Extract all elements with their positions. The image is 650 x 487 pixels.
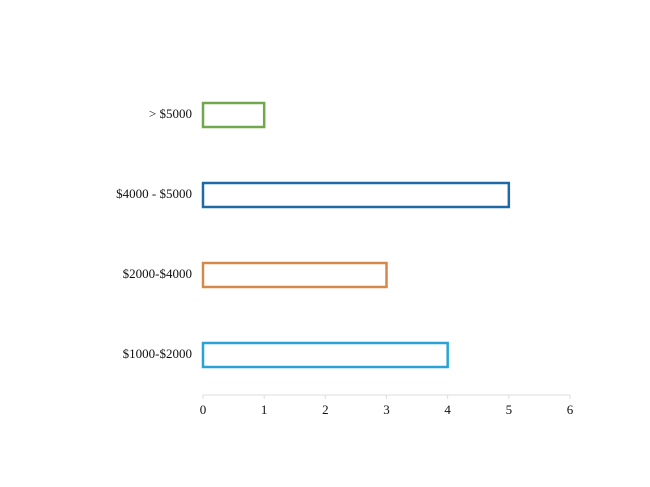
bar	[201, 101, 266, 129]
x-tick-label: 0	[200, 402, 207, 417]
x-tick-label: 3	[383, 402, 390, 417]
x-tick-label: 1	[261, 402, 268, 417]
y-tick-label: $4000 - $5000	[116, 186, 192, 201]
x-tick-label: 2	[322, 402, 329, 417]
x-tick-label: 4	[444, 402, 451, 417]
y-tick-label: $1000-$2000	[123, 346, 192, 361]
bar	[201, 341, 449, 369]
x-tick-label: 5	[506, 402, 513, 417]
bar	[201, 181, 511, 209]
x-tick-label: 6	[567, 402, 574, 417]
y-tick-label: $2000-$4000	[123, 266, 192, 281]
y-tick-label: > $5000	[149, 106, 192, 121]
bar	[201, 261, 388, 289]
